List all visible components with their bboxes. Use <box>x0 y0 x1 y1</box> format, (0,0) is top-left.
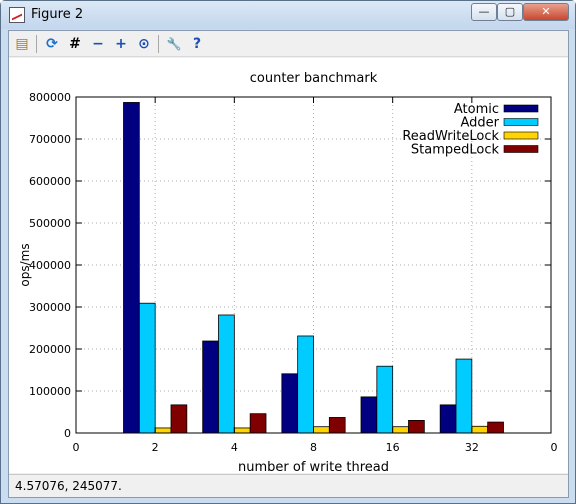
y-tick-label: 200000 <box>29 343 71 356</box>
bar-stampedlock-8 <box>328 417 346 434</box>
x-tick-label: 0 <box>551 441 558 454</box>
bar-atomic-16 <box>360 396 378 434</box>
y-tick-label: 300000 <box>29 301 71 314</box>
x-tick-label: 16 <box>386 441 400 454</box>
figure-client-area: ▤ ⟳ # − + ⊙ 🔧 ? 0 100000 200000 300000 40000… <box>8 30 569 498</box>
zoom-in-icon[interactable]: + <box>115 36 127 52</box>
bar-readwritelock-8 <box>313 426 330 434</box>
legend-swatch-readwritelock <box>503 131 539 140</box>
y-axis-label: ops/ms <box>18 243 32 286</box>
bar-stampedlock-32 <box>487 421 504 434</box>
y-tick-label: 0 <box>64 427 71 440</box>
legend-swatch-atomic <box>503 104 539 113</box>
grid-icon[interactable]: # <box>69 36 81 52</box>
plot-toolbar: ▤ ⟳ # − + ⊙ 🔧 ? <box>9 31 568 57</box>
bar-adder-8 <box>297 335 314 434</box>
x-tick-label: 8 <box>310 441 317 454</box>
chart-title: counter banchmark <box>250 71 378 86</box>
x-tick-label: 0 <box>73 441 80 454</box>
bar-atomic-32 <box>439 404 457 434</box>
toolbar-separator <box>158 35 159 53</box>
bar-stampedlock-16 <box>408 419 425 434</box>
window-title: Figure 2 <box>31 7 84 22</box>
bar-readwritelock-4 <box>233 427 251 434</box>
bar-atomic-4 <box>202 340 219 434</box>
x-tick-label: 4 <box>231 441 238 454</box>
status-bar: 4.57076, 245077. <box>9 474 568 497</box>
refresh-icon[interactable]: ⟳ <box>46 36 58 52</box>
bar-readwritelock-2 <box>154 427 172 434</box>
figure-app-icon <box>9 7 25 23</box>
settings-icon[interactable]: 🔧 <box>166 37 182 51</box>
cursor-coordinates: 4.57076, 245077. <box>15 479 122 493</box>
bar-readwritelock-32 <box>471 425 489 434</box>
bar-chart: 0 100000 200000 300000 400000 500000 600000 700… <box>18 71 558 475</box>
y-tick-label: 800000 <box>29 91 71 104</box>
bar-atomic-2 <box>123 102 140 434</box>
x-axis-label: number of write thread <box>238 460 389 473</box>
bar-atomic-8 <box>281 373 299 434</box>
maximize-button[interactable]: ▢ <box>497 3 523 21</box>
x-tick-label: 2 <box>152 441 159 454</box>
bar-adder-2 <box>138 302 156 434</box>
legend-label-readwritelock: ReadWriteLock <box>402 129 499 144</box>
zoom-reset-icon[interactable]: ⊙ <box>138 36 150 52</box>
plot-area[interactable]: 0 100000 200000 300000 400000 500000 600000 700… <box>9 58 568 475</box>
y-tick-label: 500000 <box>29 217 71 230</box>
legend-swatch-adder <box>503 118 539 126</box>
bar-readwritelock-16 <box>392 426 409 434</box>
toolbar-separator <box>36 35 37 53</box>
x-tick-label: 32 <box>465 441 479 454</box>
bar-adder-4 <box>218 314 235 434</box>
bar-stampedlock-4 <box>249 413 267 434</box>
close-button[interactable]: ✕ <box>523 3 569 21</box>
y-tick-label: 100000 <box>29 385 71 398</box>
y-tick-label: 400000 <box>29 259 71 272</box>
open-icon[interactable]: ▤ <box>15 36 29 52</box>
zoom-out-icon[interactable]: − <box>92 36 104 52</box>
help-icon[interactable]: ? <box>192 36 202 52</box>
y-tick-label: 700000 <box>29 133 71 146</box>
minimize-button[interactable]: — <box>471 3 497 21</box>
legend-label-atomic: Atomic <box>454 102 499 117</box>
bar-stampedlock-2 <box>170 404 188 434</box>
legend-swatch-stampedlock <box>503 145 539 153</box>
y-tick-label: 600000 <box>29 175 71 188</box>
bar-adder-32 <box>455 358 473 434</box>
legend-label-adder: Adder <box>460 116 499 131</box>
title-bar[interactable]: Figure 2 — ▢ ✕ <box>1 1 575 29</box>
bar-adder-16 <box>376 365 394 434</box>
legend-label-stampedlock: StampedLock <box>411 143 500 158</box>
